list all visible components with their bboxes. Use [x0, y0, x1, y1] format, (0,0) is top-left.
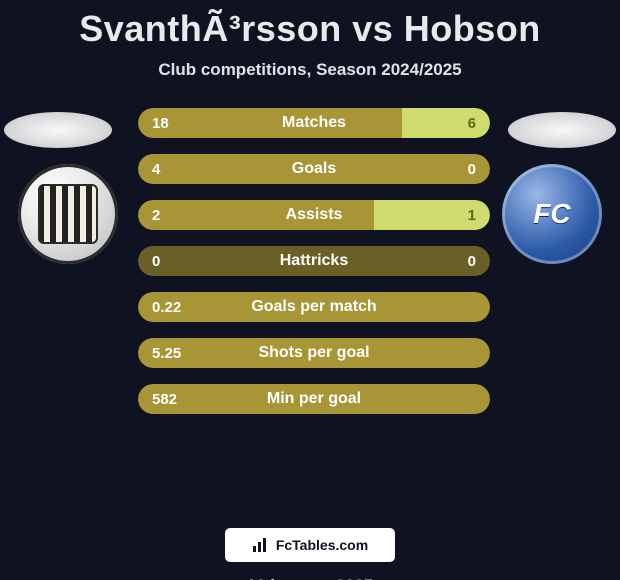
stat-row: 5.25Shots per goal	[138, 338, 490, 368]
stat-row: 0.22Goals per match	[138, 292, 490, 322]
stat-bars: 186Matches 40Goals 21Assists 00Hattricks 0.2…	[138, 108, 490, 430]
grimsby-stripes-icon	[38, 184, 98, 244]
stat-right-value: 6	[402, 108, 490, 138]
left-club-crest	[18, 164, 118, 264]
stat-left-value: 582	[138, 384, 490, 414]
stat-right-value: 0	[468, 161, 476, 178]
stat-left-value: 2	[138, 200, 374, 230]
right-club-crest: FC	[502, 164, 602, 264]
stat-right-value: 1	[374, 200, 490, 230]
stat-left-value: 0	[138, 246, 314, 276]
comparison-stage: FC 186Matches 40Goals 21Assists 00Hattricks…	[0, 90, 620, 520]
stat-row: 00Hattricks	[138, 246, 490, 276]
fctables-logo-card: FcTables.com	[225, 528, 395, 562]
stat-right-value: 0	[314, 246, 490, 276]
stat-row: 21Assists	[138, 200, 490, 230]
page-title: SvanthÃ³rsson vs Hobson	[0, 8, 620, 50]
stat-row: 40Goals	[138, 154, 490, 184]
right-ellipse-deco	[508, 112, 616, 148]
stat-row: 186Matches	[138, 108, 490, 138]
stat-left-value: 4	[138, 154, 490, 184]
stat-left-value: 18	[138, 108, 402, 138]
chesterfield-monogram-icon: FC	[533, 198, 570, 230]
stat-left-value: 0.22	[138, 292, 490, 322]
bar-chart-icon	[252, 537, 270, 553]
footer-logo-text: FcTables.com	[276, 537, 368, 553]
subtitle: Club competitions, Season 2024/2025	[0, 60, 620, 80]
stat-left-value: 5.25	[138, 338, 490, 368]
stat-row: 582Min per goal	[138, 384, 490, 414]
left-ellipse-deco	[4, 112, 112, 148]
snapshot-date: 13 january 2025	[0, 576, 620, 580]
